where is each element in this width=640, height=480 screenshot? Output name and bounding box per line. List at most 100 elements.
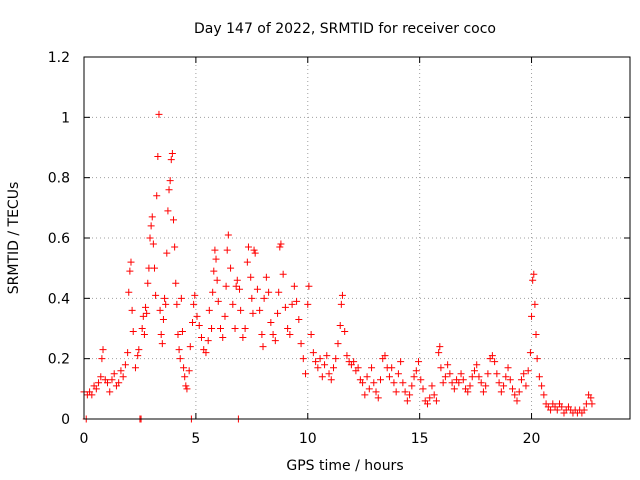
data-point [532,331,540,339]
data-point [253,285,261,293]
data-point [394,370,402,378]
data-point [304,300,312,308]
data-point [171,243,179,251]
data-point [157,331,165,339]
data-point [419,385,427,393]
data-point [479,388,487,396]
data-point [530,270,538,278]
data-point [587,394,595,402]
data-point [142,303,150,311]
data-point [540,391,548,399]
data-point [214,297,222,305]
data-point [350,358,358,366]
data-point [459,376,467,384]
data-point [457,370,465,378]
data-point [390,379,398,387]
data-point [180,364,188,372]
x-tick-label: 5 [191,431,200,447]
data-point [149,240,157,248]
data-point [227,264,235,272]
data-point [455,379,463,387]
data-point [520,370,528,378]
data-point [181,373,189,381]
data-point [531,300,539,308]
data-point [195,321,203,329]
data-point [202,349,210,357]
y-tick-label: 0.2 [48,352,70,368]
data-point [167,156,175,164]
data-point [163,249,171,257]
data-point [509,385,517,393]
data-point [127,258,135,266]
data-point [410,373,418,381]
data-point [129,328,137,336]
data-point [286,331,294,339]
data-point [260,294,268,302]
data-point [580,406,588,414]
data-point [247,273,255,281]
data-point [174,331,182,339]
data-point [205,306,213,314]
data-point [144,279,152,287]
data-point [106,388,114,396]
x-tick-label: 20 [523,431,541,447]
data-point [448,379,456,387]
data-point [117,367,125,375]
data-point [166,177,174,185]
data-point [341,328,349,336]
data-point [243,258,251,266]
data-point [126,267,134,275]
data-point [558,403,566,411]
data-point [186,343,194,351]
data-point [153,192,161,200]
data-point [176,355,184,363]
y-tick-labels: 0 0.2 0.4 0.6 0.8 1 1.2 [48,50,70,428]
data-point [376,376,384,384]
data-point [547,406,555,414]
y-tick-label: 0.8 [48,171,70,187]
data-marks [80,110,596,423]
data-point [435,349,443,357]
data-point [221,312,229,320]
data-point [488,352,496,360]
chart-title: Day 147 of 2022, SRMTID for receiver coc… [194,21,496,37]
data-point [337,300,345,308]
data-point [392,388,400,396]
data-point [231,325,239,332]
y-tick-label: 1.2 [48,50,70,66]
data-point [316,355,324,363]
data-point [237,306,245,314]
data-point [553,406,561,414]
data-point [95,379,103,387]
data-point [189,318,197,326]
data-point [302,370,310,378]
data-point [125,288,133,296]
y-tick-label: 0.4 [48,291,70,307]
data-point [265,288,273,296]
data-point [513,397,521,405]
data-point [131,364,139,372]
data-point [168,150,176,158]
y-axis-label: SRMTID / TECUs [6,182,22,295]
data-point [444,361,452,369]
data-point [213,276,221,284]
data-point [428,382,436,390]
data-point [248,294,256,302]
data-point [426,394,434,402]
data-point [370,379,378,387]
data-point [138,325,146,332]
y-tick-label: 1 [61,110,70,126]
data-point [175,346,183,354]
data-point [150,264,158,272]
data-point [281,303,289,311]
data-point [511,391,519,399]
data-point [305,282,313,290]
data-point [97,373,105,381]
data-point [323,352,331,360]
data-point [121,361,129,369]
data-point [170,216,178,224]
data-point [279,270,287,278]
data-point [162,300,170,308]
data-point [128,306,136,314]
data-point [277,240,285,248]
